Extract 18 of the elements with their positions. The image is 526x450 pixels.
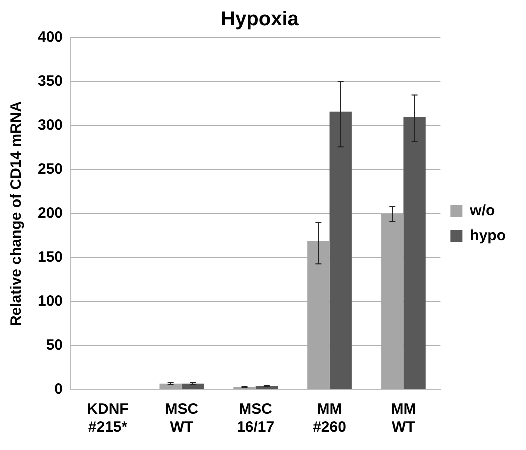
y-tick-label: 200 (38, 205, 64, 222)
x-tick-label: MM #260 (313, 401, 346, 436)
x-tick-label: MSC WT (165, 401, 199, 436)
x-tick-label: MM WT (391, 401, 416, 436)
chart-title: Hypoxia (221, 8, 300, 31)
y-tick-label: 100 (38, 293, 64, 310)
y-axis-title: Relative change of CD14 mRNA (8, 101, 26, 327)
x-tick-label: KDNF #215* (87, 401, 129, 436)
y-tick-label: 0 (54, 381, 64, 398)
y-tick-label: 400 (38, 29, 64, 46)
legend-label: hypo (470, 228, 506, 245)
y-tick-label: 250 (38, 161, 64, 178)
y-tick-label: 300 (38, 117, 64, 134)
y-tick-label: 150 (38, 249, 64, 266)
legend-label: w/o (469, 202, 496, 220)
y-tick-label: 350 (38, 73, 64, 90)
x-tick-label: MSC 16/17 (237, 401, 275, 436)
y-tick-label: 50 (46, 337, 64, 354)
